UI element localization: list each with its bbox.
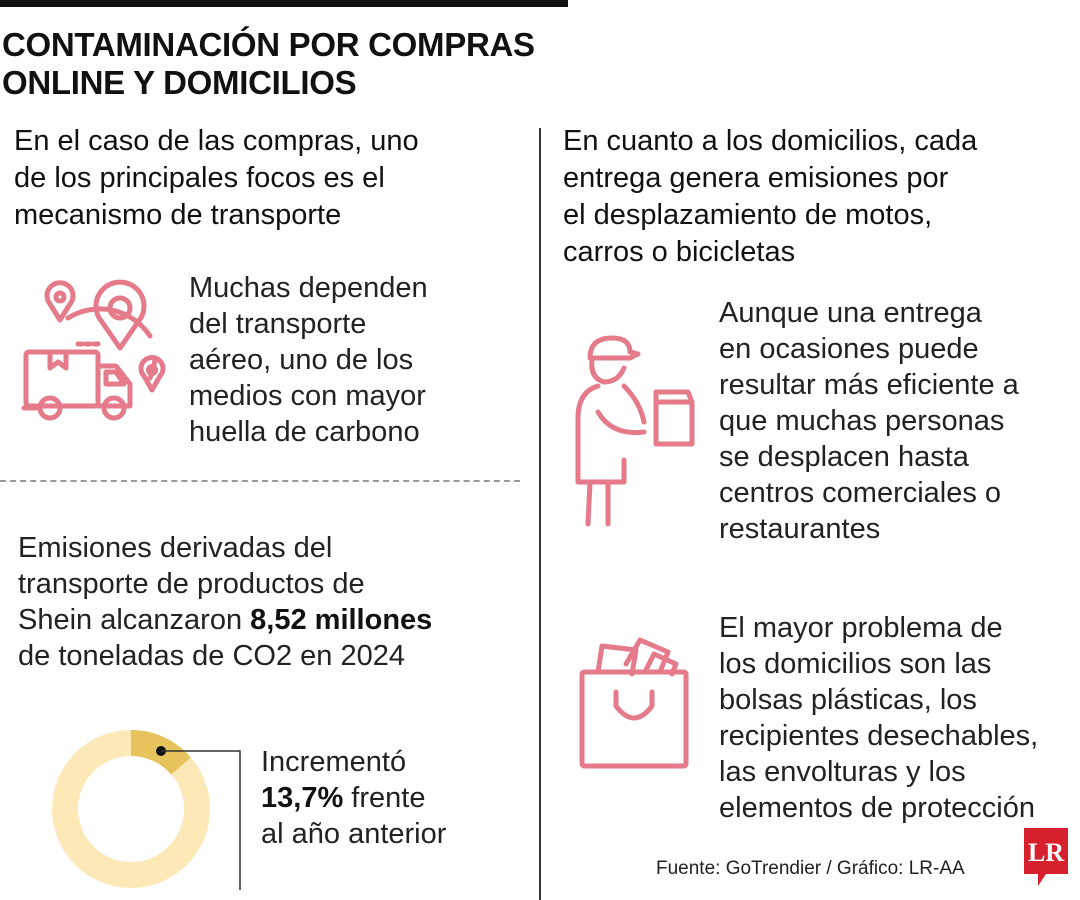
donut-pointer-line xyxy=(161,750,241,890)
increase-donut-chart xyxy=(52,730,241,890)
emissions-value: 8,52 millones xyxy=(250,604,433,636)
page-title: CONTAMINACIÓN POR COMPRAS ONLINE Y DOMIC… xyxy=(2,26,535,101)
dashed-divider xyxy=(0,480,520,482)
right-lead-text: En cuanto a los domicilios, cada entrega… xyxy=(563,125,978,268)
increase-value: 13,7% xyxy=(261,782,344,814)
air-transport-text: Muchas dependen del transporte aéreo, un… xyxy=(189,272,428,448)
svg-text:LR: LR xyxy=(1028,838,1064,867)
emissions-text: Emisiones derivadas del transporte de pr… xyxy=(18,532,433,672)
top-bar xyxy=(0,0,568,7)
increase-text: Incrementó 13,7% frente al año anterior xyxy=(261,746,447,850)
delivery-person-icon xyxy=(575,335,695,527)
shopping-bag-icon xyxy=(579,637,689,769)
left-lead-text: En el caso de las compras, uno de los pr… xyxy=(14,125,419,231)
delivery-efficiency-text: Aunque una entrega en ocasiones puede re… xyxy=(719,297,1019,545)
column-divider xyxy=(539,128,541,900)
lr-logo: LR xyxy=(1024,828,1068,886)
donut-increase-slice xyxy=(130,730,191,775)
source-credit: Fuente: GoTrendier / Gráfico: LR-AA xyxy=(656,858,965,879)
plastic-problem-text: El mayor problema de los domicilios son … xyxy=(719,612,1039,824)
truck-location-icon xyxy=(21,279,166,421)
